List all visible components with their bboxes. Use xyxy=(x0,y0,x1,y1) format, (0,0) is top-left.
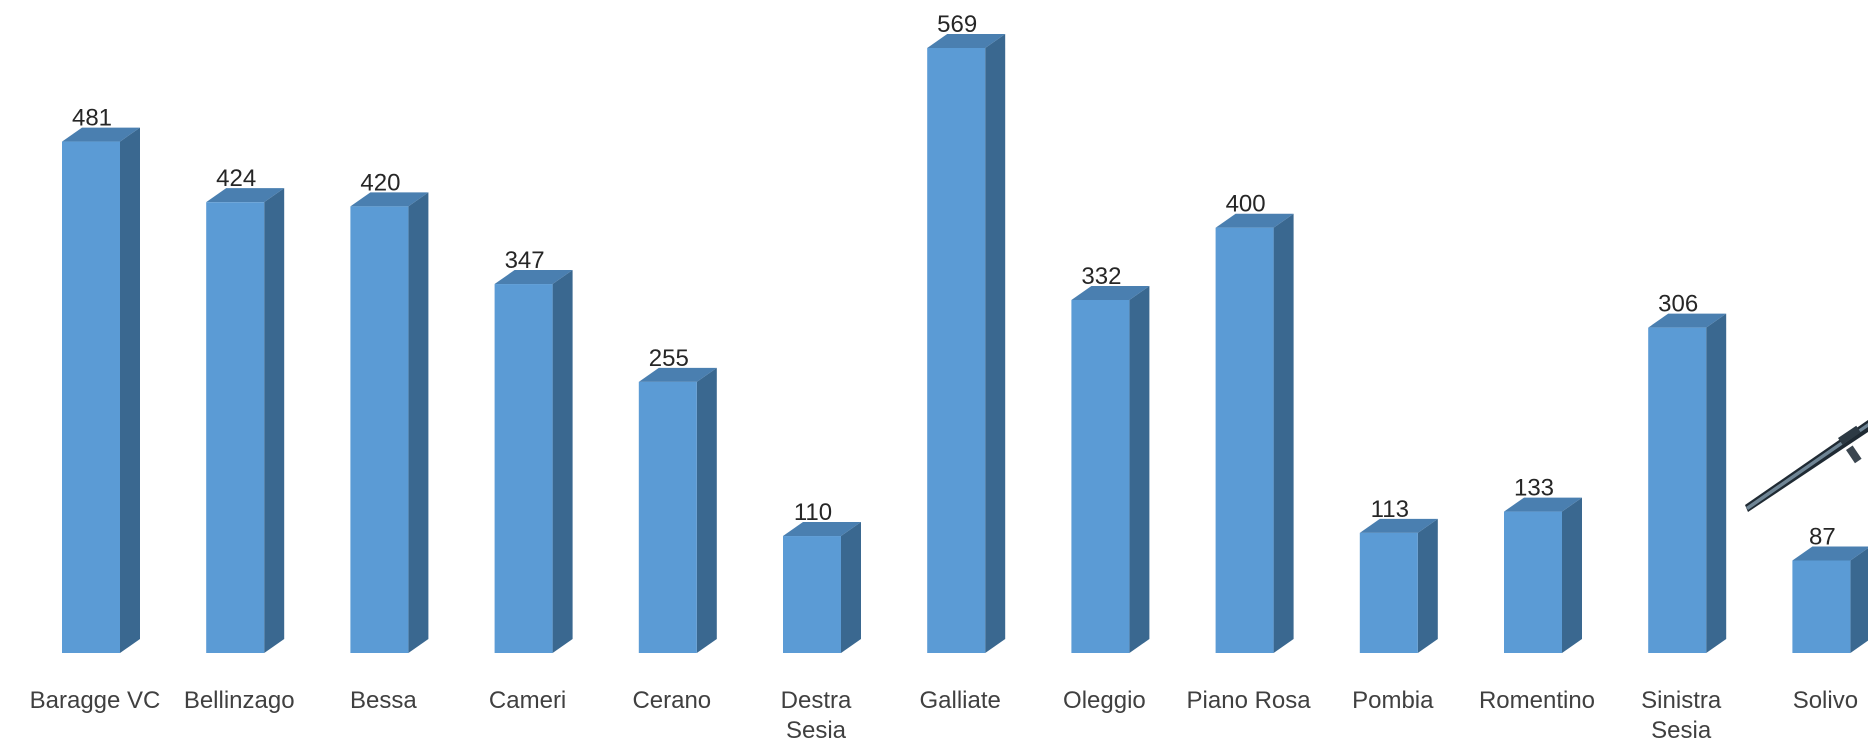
bar-front-baragge-vc xyxy=(62,141,120,653)
bar-destra-sesia xyxy=(783,522,861,653)
bar-top-pombia xyxy=(1359,518,1438,533)
bar-galliate xyxy=(927,34,1006,653)
bar-side-oleggio xyxy=(1129,285,1150,653)
bar-front-galliate xyxy=(927,48,986,653)
bar-solivo xyxy=(1792,546,1868,653)
bar-side-galliate xyxy=(985,34,1006,653)
bar-front-bellinzago xyxy=(206,202,265,653)
bar-side-bellinzago xyxy=(264,188,285,653)
bar-front-bessa xyxy=(350,206,409,653)
value-label-bessa: 420 xyxy=(360,169,400,196)
value-label-bellinzago: 424 xyxy=(216,165,256,192)
firearm-icon xyxy=(1745,420,1868,512)
bar-front-romentino xyxy=(1504,511,1562,653)
category-label-destra-sesia: Destra Sesia xyxy=(781,687,852,744)
bar-top-sinistra-sesia xyxy=(1648,313,1727,328)
bar-top-destra-sesia xyxy=(783,522,861,537)
category-label-bessa: Bessa xyxy=(350,687,417,714)
value-label-sinistra-sesia: 306 xyxy=(1658,291,1698,318)
bar-top-bessa xyxy=(350,192,429,207)
bar-piano-rosa xyxy=(1215,213,1294,653)
value-label-solivo: 87 xyxy=(1809,523,1836,550)
bar-front-sinistra-sesia xyxy=(1648,327,1707,653)
bar-front-destra-sesia xyxy=(783,536,841,653)
category-label-piano-rosa: Piano Rosa xyxy=(1187,687,1312,714)
bar-side-romentino xyxy=(1562,497,1582,653)
category-label-bellinzago: Bellinzago xyxy=(184,687,295,714)
bar-side-pombia xyxy=(1417,518,1438,653)
bar-front-cameri xyxy=(494,284,553,653)
bar-top-galliate xyxy=(927,34,1006,48)
category-labels-group: Baragge VC Bellinzago Bessa Cameri Cerano Des… xyxy=(30,687,1858,744)
value-label-romentino: 133 xyxy=(1514,475,1554,502)
value-label-baragge-vc: 481 xyxy=(72,105,112,132)
category-label-cameri: Cameri xyxy=(489,687,566,714)
bar-front-pombia xyxy=(1359,532,1418,653)
value-label-cerano: 255 xyxy=(649,345,689,372)
bar-side-piano-rosa xyxy=(1273,213,1294,653)
bar-top-piano-rosa xyxy=(1215,213,1294,228)
value-label-galliate: 569 xyxy=(937,11,977,38)
bar-pombia xyxy=(1359,518,1438,653)
value-label-oleggio: 332 xyxy=(1081,263,1121,290)
bar-cerano xyxy=(638,367,717,653)
bar-romentino xyxy=(1504,497,1582,653)
value-labels-group: 481 424 420 347 255 110 569 332 400 113 133 306 87 xyxy=(72,11,1836,550)
bar-side-bessa xyxy=(408,192,429,653)
category-label-solivo: Solivo xyxy=(1793,687,1858,714)
bar-top-cameri xyxy=(494,270,573,285)
category-label-oleggio: Oleggio xyxy=(1063,687,1146,714)
category-label-cerano: Cerano xyxy=(632,687,711,714)
bar-side-cameri xyxy=(552,270,573,653)
bar-bellinzago xyxy=(206,188,285,653)
bar-side-sinistra-sesia xyxy=(1706,313,1727,653)
bar-side-solivo xyxy=(1850,548,1868,653)
bar-sinistra-sesia xyxy=(1648,313,1727,653)
bar-front-oleggio xyxy=(1071,299,1130,653)
bar-front-piano-rosa xyxy=(1215,227,1274,653)
bar-front-cerano xyxy=(638,381,697,653)
value-label-pombia: 113 xyxy=(1371,496,1409,523)
bar-top-oleggio xyxy=(1071,285,1150,300)
bar-bessa xyxy=(350,192,429,653)
bar-side-destra-sesia xyxy=(841,522,861,653)
value-label-destra-sesia: 110 xyxy=(794,499,832,526)
category-label-galliate: Galliate xyxy=(920,687,1001,714)
category-label-romentino: Romentino xyxy=(1479,687,1595,714)
value-label-cameri: 347 xyxy=(505,247,545,274)
category-label-baragge-vc: Baragge VC xyxy=(30,687,161,714)
bar-oleggio xyxy=(1071,285,1150,653)
category-label-pombia: Pombia xyxy=(1352,687,1434,714)
value-label-piano-rosa: 400 xyxy=(1226,191,1266,218)
bar-top-romentino xyxy=(1504,497,1582,512)
bar-top-bellinzago xyxy=(206,188,285,203)
bar-side-baragge-vc xyxy=(120,127,140,653)
bar-top-solivo xyxy=(1792,546,1868,561)
bar-front-solivo xyxy=(1792,560,1851,653)
bar-cameri xyxy=(494,270,573,653)
bar-top-cerano xyxy=(638,367,717,382)
category-label-sinistra-sesia: Sinistra Sesia xyxy=(1641,687,1722,744)
bar-baragge-vc xyxy=(62,127,140,653)
bar-top-baragge-vc xyxy=(62,127,140,142)
bars-group xyxy=(62,34,1868,653)
bar-side-cerano xyxy=(696,367,717,653)
